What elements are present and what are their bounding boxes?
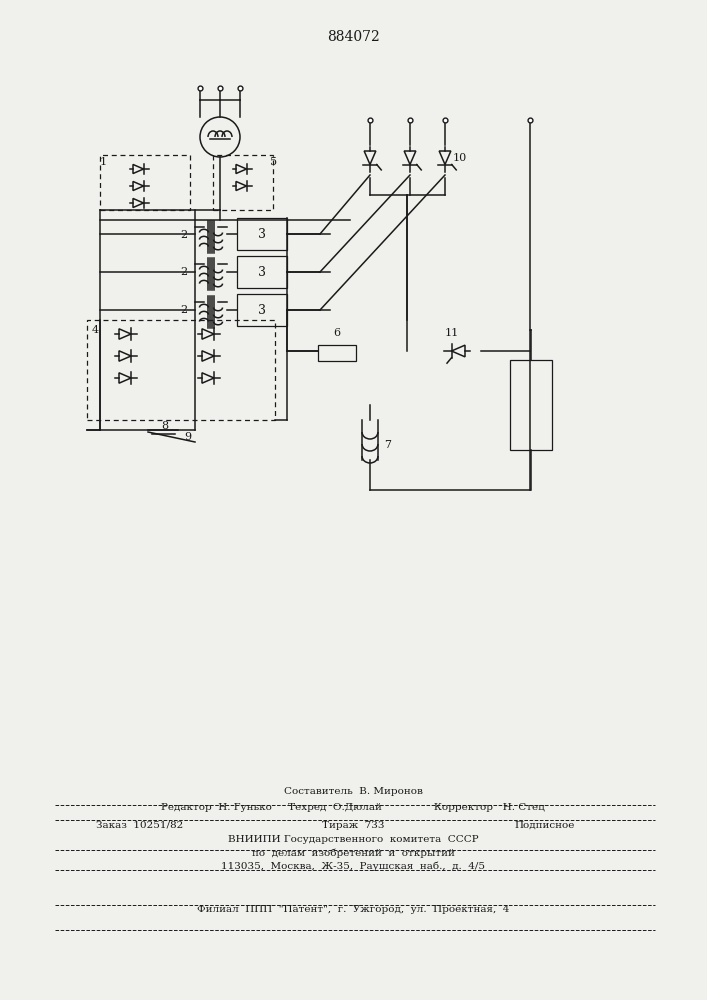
Text: 6: 6 xyxy=(334,328,341,338)
Text: 884072: 884072 xyxy=(327,30,380,44)
Text: Подписное: Подписное xyxy=(515,820,575,830)
Text: 4: 4 xyxy=(92,325,99,335)
Bar xyxy=(213,155,273,210)
Text: 9: 9 xyxy=(185,432,192,442)
Text: Тираж  733: Тираж 733 xyxy=(322,820,384,830)
Text: 3: 3 xyxy=(258,304,266,316)
Text: 2: 2 xyxy=(180,267,187,277)
Text: 2: 2 xyxy=(180,230,187,240)
Text: 3: 3 xyxy=(258,265,266,278)
Text: 5: 5 xyxy=(270,157,277,167)
Bar xyxy=(237,294,287,326)
Bar xyxy=(87,320,275,420)
Text: Составитель  В. Миронов: Составитель В. Миронов xyxy=(284,788,423,796)
Text: Филиал  ППП  "Патент",  г.  Ужгород,  ул.  Проектная,  4: Филиал ППП "Патент", г. Ужгород, ул. Про… xyxy=(197,906,509,914)
Bar xyxy=(510,360,552,450)
Text: 8: 8 xyxy=(161,421,168,431)
Text: 2: 2 xyxy=(180,305,187,315)
Bar xyxy=(100,155,190,210)
Text: 113035,  Москва,  Ж-35,  Раушская  наб.,  д.  4/5: 113035, Москва, Ж-35, Раушская наб., д. … xyxy=(221,861,485,871)
Text: ВНИИПИ Государственного  комитета  СССР: ВНИИПИ Государственного комитета СССР xyxy=(228,836,479,844)
Text: 3: 3 xyxy=(258,228,266,240)
Text: 11: 11 xyxy=(445,328,459,338)
Bar xyxy=(237,218,287,250)
Text: 1: 1 xyxy=(100,157,107,167)
Text: Заказ  10251/82: Заказ 10251/82 xyxy=(96,820,184,830)
Bar xyxy=(318,345,356,361)
Text: 10: 10 xyxy=(453,153,467,163)
Bar xyxy=(237,256,287,288)
Text: 7: 7 xyxy=(385,440,392,450)
Text: по  делам  изобретений  и  открытий: по делам изобретений и открытий xyxy=(252,848,455,858)
Text: Редактор  Н. Гунько     Техред  О.Дюлай                Корректор   Н. Стец: Редактор Н. Гунько Техред О.Дюлай Коррек… xyxy=(161,804,545,812)
